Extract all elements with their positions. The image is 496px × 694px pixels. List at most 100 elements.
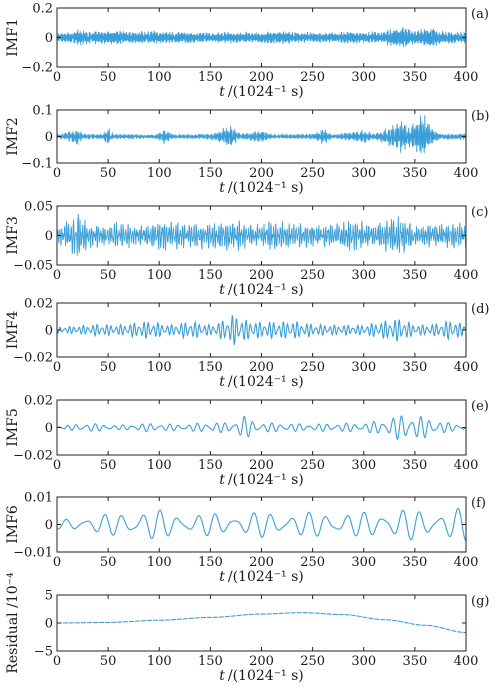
y-tick-label: −0.2 (21, 61, 53, 76)
x-tick-label: 300 (351, 360, 376, 375)
x-tick-label: 400 (454, 70, 479, 85)
x-tick-label: 150 (198, 555, 223, 570)
x-tick-label: 150 (198, 166, 223, 181)
x-axis-variable: t (219, 282, 225, 298)
x-axis-unit: /(1024⁻¹ s) (228, 569, 304, 585)
x-tick-label: 200 (249, 268, 274, 283)
x-tick-label: 250 (300, 555, 325, 570)
x-tick-label: 0 (53, 360, 61, 375)
x-tick-label: 300 (351, 166, 376, 181)
panel-label: (f) (471, 496, 486, 511)
x-axis-label: t/(1024⁻¹ s) (219, 84, 304, 100)
series-line (56, 115, 467, 154)
y-tick-label: 0.02 (24, 297, 53, 312)
x-tick-label: 300 (351, 654, 376, 669)
y-tick-label: 0.02 (24, 394, 53, 409)
y-tick-label: 0 (45, 31, 53, 46)
x-tick-label: 0 (53, 654, 61, 669)
x-tick-label: 350 (402, 70, 427, 85)
x-axis-variable: t (219, 84, 225, 100)
x-tick-label: 100 (147, 360, 172, 375)
x-axis-unit: /(1024⁻¹ s) (228, 668, 304, 684)
y-tick-label: 5 (45, 589, 53, 604)
y-axis-label: IMF4 (5, 311, 21, 350)
x-tick-label: 300 (351, 458, 376, 473)
y-tick-label: −0.02 (13, 449, 53, 464)
x-tick-label: 50 (100, 70, 117, 85)
x-tick-label: 200 (249, 70, 274, 85)
x-axis-variable: t (219, 374, 225, 390)
x-tick-label: 0 (53, 458, 61, 473)
y-axis-label: IMF5 (5, 408, 21, 447)
x-tick-label: 150 (198, 70, 223, 85)
x-axis-label: t/(1024⁻¹ s) (219, 668, 304, 684)
y-tick-label: 0 (45, 617, 53, 632)
y-tick-label: 0 (45, 421, 53, 436)
x-axis-variable: t (219, 180, 225, 196)
y-tick-label: 0 (45, 324, 53, 339)
panel-label: (d) (471, 302, 489, 317)
x-tick-label: 150 (198, 458, 223, 473)
y-axis-label: IMF1 (5, 18, 21, 57)
plot-frame (56, 399, 467, 456)
panel-label: (g) (471, 594, 489, 609)
y-tick-label: −0.01 (13, 546, 53, 561)
x-tick-label: 400 (454, 458, 479, 473)
y-tick-label: 0.2 (32, 2, 53, 17)
x-axis-variable: t (219, 668, 225, 684)
x-tick-label: 300 (351, 555, 376, 570)
x-tick-label: 100 (147, 70, 172, 85)
x-tick-label: 350 (402, 654, 427, 669)
x-axis-unit: /(1024⁻¹ s) (228, 84, 304, 100)
x-tick-label: 250 (300, 458, 325, 473)
x-tick-label: 50 (100, 654, 117, 669)
x-tick-label: 50 (100, 268, 117, 283)
y-tick-label: 0 (45, 229, 53, 244)
y-tick-label: 0.05 (24, 200, 53, 215)
panel-label: (b) (471, 109, 489, 124)
x-tick-label: 400 (454, 268, 479, 283)
x-tick-label: 50 (100, 360, 117, 375)
x-tick-label: 400 (454, 360, 479, 375)
y-axis-label: IMF3 (5, 216, 21, 255)
x-tick-label: 200 (249, 458, 274, 473)
x-tick-label: 200 (249, 555, 274, 570)
x-tick-label: 400 (454, 166, 479, 181)
x-axis-variable: t (219, 472, 225, 488)
y-tick-label: −0.1 (21, 157, 53, 172)
x-axis-label: t/(1024⁻¹ s) (219, 180, 304, 196)
x-tick-label: 250 (300, 654, 325, 669)
series-line (56, 315, 467, 345)
x-tick-label: 300 (351, 268, 376, 283)
x-axis-label: t/(1024⁻¹ s) (219, 472, 304, 488)
x-axis-unit: /(1024⁻¹ s) (228, 472, 304, 488)
x-tick-label: 150 (198, 360, 223, 375)
x-tick-label: 300 (351, 70, 376, 85)
x-tick-label: 0 (53, 70, 61, 85)
series-line (56, 214, 467, 256)
panel-1: 0 50 100 150 200 250 300 350 4000.20−0.2IMF1t/(1… (5, 2, 489, 101)
y-tick-label: 0.01 (24, 491, 53, 506)
y-tick-label: −5 (34, 645, 53, 660)
x-tick-label: 50 (100, 555, 117, 570)
panel-label: (a) (471, 7, 489, 22)
x-tick-label: 200 (249, 654, 274, 669)
y-axis-label: IMF6 (5, 505, 21, 544)
x-tick-label: 100 (147, 555, 172, 570)
x-tick-label: 250 (300, 268, 325, 283)
y-tick-label: −0.05 (13, 259, 53, 274)
x-tick-label: 350 (402, 166, 427, 181)
x-axis-label: t/(1024⁻¹ s) (219, 374, 304, 390)
x-tick-label: 350 (402, 268, 427, 283)
x-axis-label: t/(1024⁻¹ s) (219, 282, 304, 298)
y-tick-label: 0 (45, 518, 53, 533)
x-tick-label: 0 (53, 268, 61, 283)
panel-label: (c) (471, 205, 488, 220)
series-line (57, 612, 467, 634)
series-line (56, 26, 467, 48)
y-axis-label: IMF2 (5, 117, 21, 156)
